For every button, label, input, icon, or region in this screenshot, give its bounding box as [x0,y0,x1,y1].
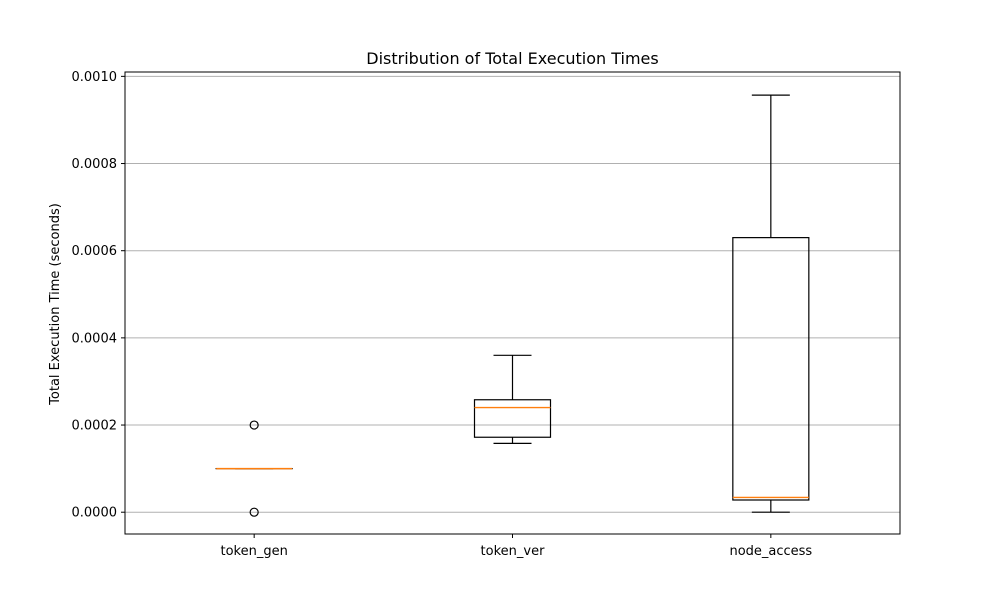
y-tick-label: 0.0010 [72,70,118,85]
x-tick-label: token_gen [220,544,287,559]
x-axis-ticks: token_gen token_ver node_access [220,534,812,559]
y-tick-label: 0.0002 [72,419,118,434]
box-group-token_gen [215,420,293,517]
box-group-token_ver [473,354,552,444]
outlier-point [249,507,259,517]
iqr-box [732,237,810,501]
x-tick-label: token_ver [481,544,546,559]
chart-title: Distribution of Total Execution Times [366,49,658,68]
y-tick-label: 0.0004 [72,331,118,346]
plot-frame [124,71,901,535]
outlier-point [249,420,259,430]
box-series [215,94,810,517]
y-tick-label: 0.0006 [72,244,118,259]
y-tick-label: 0.0008 [72,157,118,172]
x-tick-label: node_access [729,544,812,559]
y-axis-ticks: 0.0000 0.0002 0.0004 0.0006 0.0008 0.0010 [72,70,125,521]
grid-lines [125,75,900,513]
iqr-box [473,399,552,438]
y-axis-label: Total Execution Time (seconds) [48,203,63,406]
y-tick-label: 0.0000 [72,506,118,521]
box-group-node_access [732,94,810,513]
